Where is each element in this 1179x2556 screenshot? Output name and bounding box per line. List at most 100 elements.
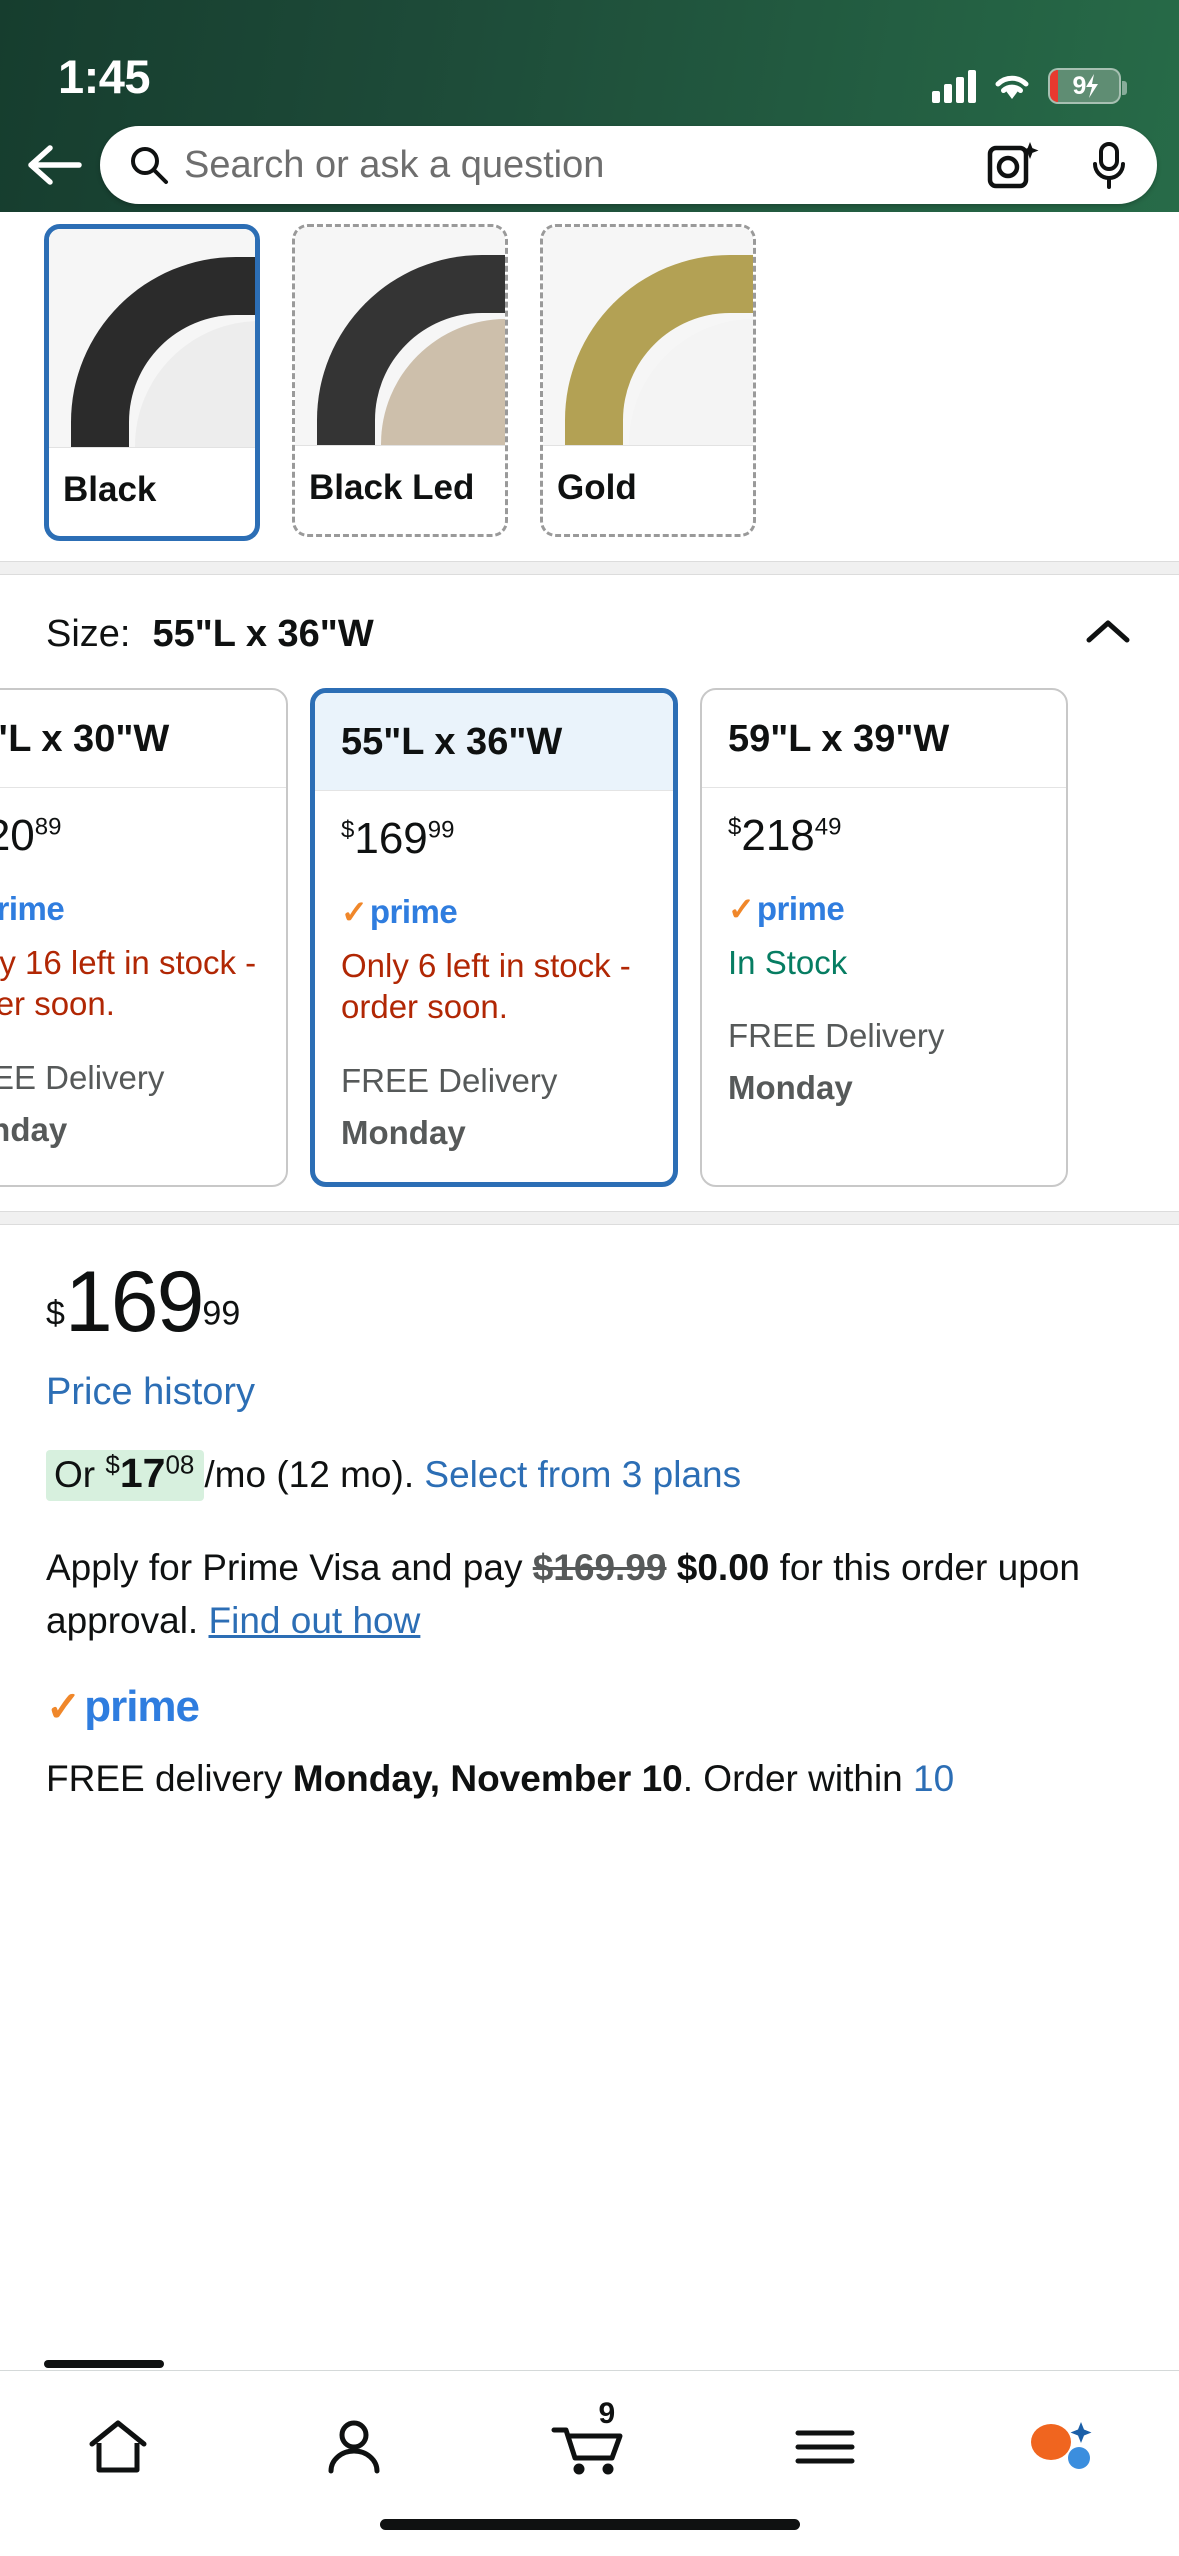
size-card-body: $16999 ✓ prime Only 6 left in stock - or… <box>315 791 673 1182</box>
price-history-link[interactable]: Price history <box>46 1370 256 1413</box>
person-icon[interactable] <box>279 2401 429 2493</box>
prime-visa-text-before: Apply for Prime Visa and pay <box>46 1546 523 1588</box>
rufus-assistant-icon[interactable] <box>986 2401 1136 2493</box>
prime-badge: ✓ prime <box>0 890 260 928</box>
battery-percent-label: 9 <box>1072 71 1087 100</box>
color-swatch-image <box>295 227 505 445</box>
prime-label: prime <box>369 893 458 930</box>
size-card-body: $12089 ✓ prime Only 16 left in stock - o… <box>0 788 286 1179</box>
scroll-indicator <box>44 2360 164 2368</box>
price-currency: $ <box>728 813 742 841</box>
color-swatch-gold[interactable]: Gold <box>540 224 756 537</box>
delivery-word: delivery <box>154 1758 283 1800</box>
price-integer: 169 <box>64 1253 204 1350</box>
search-input[interactable]: Search or ask a question <box>184 143 605 186</box>
search-bar[interactable]: Search or ask a question <box>100 126 1157 204</box>
installment-cents: 08 <box>165 1449 195 1480</box>
color-swatch-image <box>543 227 753 445</box>
size-label: Size: <box>46 613 131 655</box>
price-currency: $ <box>341 816 355 844</box>
chevron-up-icon[interactable] <box>1083 616 1133 653</box>
size-card-price: $21849 <box>728 814 1040 858</box>
color-swatch-black-led[interactable]: Black Led <box>292 224 508 537</box>
buy-box: $16999 Price history Or $1708/mo (12 mo)… <box>0 1225 1179 1805</box>
search-nav-row: Search or ask a question <box>0 118 1179 212</box>
stock-status: In Stock <box>728 944 848 981</box>
installment-amount: 17 <box>119 1449 166 1496</box>
home-icon[interactable] <box>43 2401 193 2493</box>
status-bar-time: 1:45 <box>58 50 151 103</box>
price-currency: $ <box>46 1294 65 1333</box>
size-card-59x39[interactable]: 59"L x 39"W $21849 ✓ prime In Stock FREE… <box>700 688 1068 1187</box>
price-integer: 120 <box>0 811 35 860</box>
cellular-signal-icon <box>932 69 976 103</box>
size-card-body: $21849 ✓ prime In Stock FREE Delivery Mo… <box>702 788 1066 1137</box>
price-integer: 218 <box>741 811 815 860</box>
prime-check-icon: ✓ <box>728 891 755 927</box>
section-divider <box>0 561 1179 575</box>
camera-lens-icon[interactable] <box>985 138 1039 192</box>
delivery-promise: FREE delivery Monday, November 10. Order… <box>46 1754 1133 1804</box>
prime-visa-text-after: for this order upon approval. <box>46 1546 1080 1642</box>
installment-currency: $ <box>105 1449 120 1480</box>
prime-badge-large: ✓ prime <box>46 1682 1133 1732</box>
size-card-title: 59"L x 39"W <box>702 690 1066 788</box>
price-integer: 169 <box>354 814 428 863</box>
price-cents: 89 <box>34 813 62 841</box>
size-card-55x36[interactable]: 55"L x 36"W $16999 ✓ prime Only 6 left i… <box>310 688 678 1187</box>
order-countdown: 10 <box>913 1758 955 1800</box>
stock-status: Only 16 left in stock - order soon. <box>0 944 257 1023</box>
microphone-icon[interactable] <box>1087 140 1131 190</box>
prime-badge: ✓ prime <box>341 893 647 931</box>
installment-chip: Or $1708 <box>46 1449 205 1501</box>
size-card-price: $16999 <box>341 817 647 861</box>
size-section-header[interactable]: Size: 55"L x 36"W <box>0 575 1179 688</box>
delivery-day: Monday <box>728 1069 853 1107</box>
prime-badge: ✓ prime <box>728 890 1040 928</box>
installment-or-label: Or <box>54 1453 96 1495</box>
find-out-how-link[interactable]: Find out how <box>208 1600 421 1642</box>
select-plans-link[interactable]: Select from 3 plans <box>424 1453 742 1495</box>
buy-box-price: $16999 <box>46 1259 1133 1345</box>
battery-icon: 9 <box>1048 68 1127 104</box>
color-swatch-label: Black Led <box>295 445 505 534</box>
prime-check-icon: ✓ <box>46 1683 82 1731</box>
free-label: FREE <box>46 1758 145 1800</box>
color-variant-strip[interactable]: Black Black Led Gold <box>0 212 1179 561</box>
home-indicator-bar <box>379 2519 800 2530</box>
hamburger-menu-icon[interactable] <box>750 2401 900 2493</box>
color-swatch-black[interactable]: Black <box>44 224 260 541</box>
status-bar: 1:45 9 <box>0 0 1179 118</box>
back-arrow-icon[interactable] <box>18 129 90 201</box>
prime-label: prime <box>756 890 845 927</box>
prime-visa-row: Apply for Prime Visa and pay $169.99 $0.… <box>46 1541 1133 1648</box>
section-divider <box>0 1210 1179 1225</box>
size-card-price: $12089 <box>0 814 260 858</box>
free-delivery-label: FREE Delivery <box>0 1058 165 1096</box>
installment-row: Or $1708/mo (12 mo). Select from 3 plans <box>46 1446 1133 1501</box>
cart-badge-count: 9 <box>598 2397 616 2430</box>
size-card-title: 55"L x 30"W <box>0 690 286 788</box>
prime-label: prime <box>84 1682 200 1732</box>
delivery-day: Sunday <box>0 1110 68 1148</box>
free-delivery-label: FREE Delivery <box>341 1061 558 1099</box>
price-cents: 49 <box>814 813 842 841</box>
color-swatch-label: Black <box>49 447 255 536</box>
color-swatch-image <box>49 229 255 447</box>
price-cents: 99 <box>427 816 455 844</box>
search-icon <box>128 144 170 186</box>
cart-icon[interactable]: 9 <box>514 2397 664 2493</box>
size-selected-value: 55"L x 36"W <box>152 613 374 655</box>
prime-label: prime <box>0 890 65 927</box>
size-option-strip[interactable]: 55"L x 30"W $12089 ✓ prime Only 16 left … <box>0 688 1179 1211</box>
installment-per-month: /mo (12 mo). <box>204 1453 415 1495</box>
price-cents: 99 <box>202 1294 241 1333</box>
product-detail-scroll[interactable]: Black Black Led Gold Size: 55"L x 36"W <box>0 212 1179 2556</box>
free-delivery-label: FREE Delivery <box>728 1017 945 1055</box>
size-card-55x30[interactable]: 55"L x 30"W $12089 ✓ prime Only 16 left … <box>0 688 288 1187</box>
prime-visa-new-price: $0.00 <box>676 1546 770 1588</box>
delivery-date: Monday, November 10 <box>292 1758 683 1800</box>
wifi-icon <box>992 70 1032 102</box>
size-card-title: 55"L x 36"W <box>315 693 673 791</box>
stock-status: Only 6 left in stock - order soon. <box>341 947 631 1026</box>
